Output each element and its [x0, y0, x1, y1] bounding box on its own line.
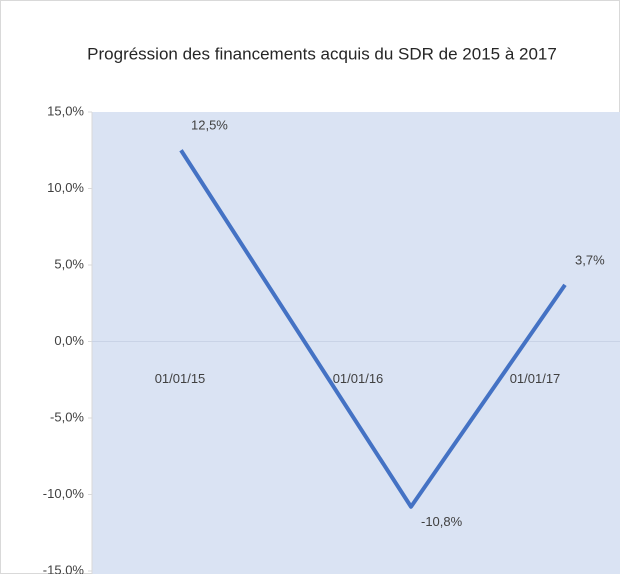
data-label: 12,5%: [191, 118, 228, 133]
y-tick-label: -10,0%: [43, 486, 85, 501]
y-tick-label: -5,0%: [50, 409, 84, 424]
y-tick-label: 5,0%: [54, 256, 84, 271]
plot-area: [92, 112, 620, 574]
y-tick-label: -15,0%: [43, 562, 85, 574]
x-tick-label: 01/01/17: [510, 371, 561, 386]
x-tick-label: 01/01/16: [333, 371, 384, 386]
x-tick-label: 01/01/15: [155, 371, 206, 386]
y-tick-label: 0,0%: [54, 333, 84, 348]
data-label: 3,7%: [575, 252, 605, 267]
chart-title: Progréssion des financements acquis du S…: [87, 44, 557, 63]
y-tick-label: 10,0%: [47, 180, 84, 195]
y-tick-label: 15,0%: [47, 103, 84, 118]
data-label: -10,8%: [421, 514, 463, 529]
data-line: [179, 149, 567, 509]
